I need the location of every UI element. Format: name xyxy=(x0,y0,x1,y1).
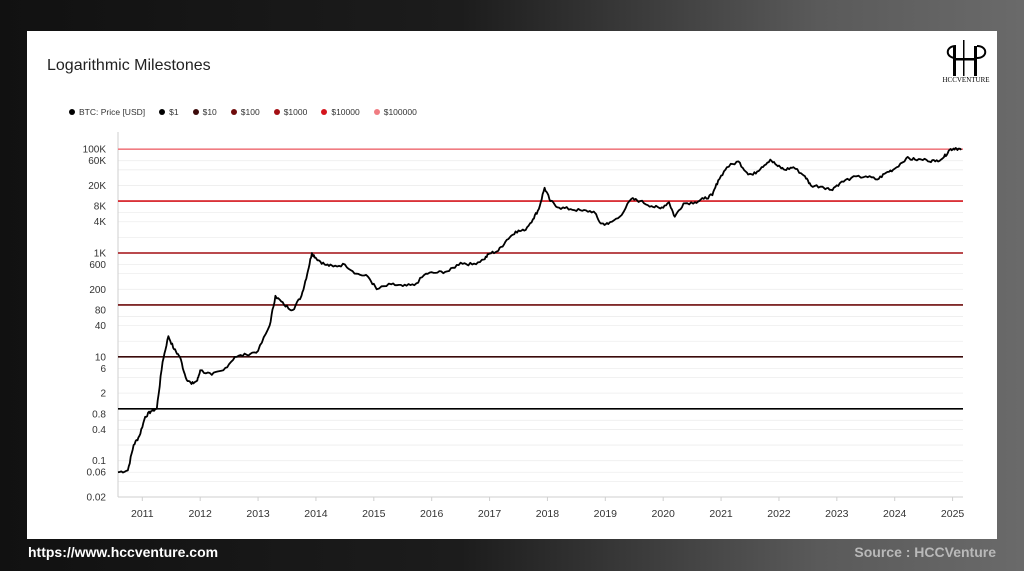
y-tick-label: 6 xyxy=(100,364,106,375)
x-tick-label: 2016 xyxy=(420,508,444,520)
source-credit: Source : HCCVenture xyxy=(854,544,996,560)
y-tick-label: 200 xyxy=(89,285,106,296)
x-tick-label: 2012 xyxy=(189,508,213,520)
x-tick-label: 2020 xyxy=(652,508,676,520)
y-tick-label: 2 xyxy=(100,389,106,400)
y-tick-label: 0.06 xyxy=(87,468,107,479)
legend: BTC: Price [USD] $1 $10 $100 $1000 $10000 $100… xyxy=(69,107,417,117)
legend-label: BTC: Price [USD] xyxy=(79,107,146,117)
legend-label: $100 xyxy=(240,107,260,117)
chart-title: Logarithmic Milestones xyxy=(47,57,211,74)
y-tick-label: 0.8 xyxy=(92,409,106,420)
y-tick-label: 4K xyxy=(94,217,107,228)
y-tick-label: 0.1 xyxy=(92,456,106,467)
legend-dot-icon xyxy=(373,109,380,115)
website-url[interactable]: https://www.hccventure.com xyxy=(28,544,219,560)
legend-dot-icon xyxy=(192,109,199,115)
legend-label: $1 xyxy=(169,107,179,117)
legend-item[interactable]: $1000 xyxy=(273,107,308,117)
legend-item[interactable]: BTC: Price [USD] xyxy=(69,107,145,117)
x-tick-label: 2025 xyxy=(941,508,965,520)
x-tick-label: 2022 xyxy=(767,508,791,520)
price-series-line xyxy=(117,147,962,474)
legend-dot-icon xyxy=(69,109,75,115)
y-tick-label: 40 xyxy=(95,321,107,332)
x-tick-label: 2021 xyxy=(709,508,733,520)
x-tick-label: 2019 xyxy=(594,508,618,520)
x-tick-label: 2014 xyxy=(304,508,328,520)
x-tick-label: 2015 xyxy=(362,508,386,520)
y-tick-label: 600 xyxy=(89,260,106,271)
legend-item[interactable]: $100000 xyxy=(373,107,417,117)
y-tick-label: 80 xyxy=(95,305,107,316)
y-tick-label: 100K xyxy=(83,145,107,156)
legend-item[interactable]: $100 xyxy=(230,107,260,117)
x-tick-label: 2024 xyxy=(883,508,907,520)
legend-dot-icon xyxy=(159,109,166,115)
y-tick-label: 10 xyxy=(95,352,107,363)
x-tick-label: 2011 xyxy=(131,508,154,520)
legend-label: $100000 xyxy=(383,107,417,117)
x-tick-label: 2018 xyxy=(536,508,560,520)
y-tick-label: 0.02 xyxy=(87,493,107,504)
x-tick-label: 2017 xyxy=(478,508,502,520)
legend-item[interactable]: $1 xyxy=(159,107,179,117)
y-tick-label: 1K xyxy=(94,248,107,259)
logo-text: HCCVENTURE xyxy=(942,76,990,84)
chart-card: Logarithmic Milestones HCCVENTURE BTC: P… xyxy=(27,31,997,539)
legend-item[interactable]: $10000 xyxy=(321,107,360,117)
legend-label: $10 xyxy=(202,107,217,117)
y-tick-label: 20K xyxy=(88,181,106,192)
legend-dot-icon xyxy=(230,109,237,115)
legend-dot-icon xyxy=(273,109,280,115)
x-tick-label: 2023 xyxy=(825,508,849,520)
legend-item[interactable]: $10 xyxy=(192,107,217,117)
x-tick-label: 2013 xyxy=(246,508,270,520)
y-tick-label: 0.4 xyxy=(92,425,106,436)
y-tick-label: 8K xyxy=(94,202,107,213)
legend-label: $1000 xyxy=(283,107,308,117)
y-tick-label: 60K xyxy=(88,156,106,167)
logo: HCCVENTURE xyxy=(937,38,995,90)
legend-label: $10000 xyxy=(331,107,360,117)
legend-dot-icon xyxy=(321,109,328,115)
hcc-logo-icon xyxy=(946,40,987,76)
